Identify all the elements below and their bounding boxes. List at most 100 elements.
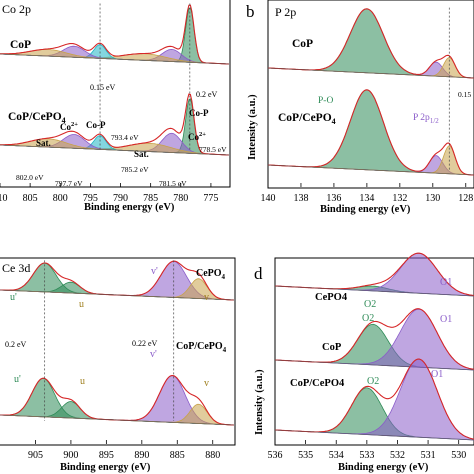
panel-d-tick-label-2: 535 [298, 450, 313, 461]
panel-c-u-2: u [80, 376, 85, 387]
panel-c-u-prime-1: u' [10, 292, 17, 303]
panel-a-sample-top: CoP [10, 39, 31, 51]
panel-b-sample-2-background [267, 164, 474, 176]
panel-d-tick-label-1: 536 [268, 450, 283, 461]
panel-b-frame [267, 0, 474, 189]
panel-a-sample-2-envelope [0, 93, 230, 156]
panel-b-sample-bottom: CoP/CePO4 [278, 112, 336, 126]
panel-a-shift-1: 0.15 eV [90, 83, 116, 92]
panel-c-frame [0, 257, 236, 446]
panel-c-tick-label-6: 880 [205, 450, 220, 461]
panel-b [267, 0, 474, 189]
panel-letter-d: d [254, 264, 263, 283]
panel-a-e3: 793.4 eV [111, 133, 139, 142]
panel-c-sample-2-background [0, 414, 235, 426]
panel-a-cop-1: Co-P [86, 120, 106, 130]
panel-b-sample-1-background [267, 67, 474, 79]
panel-c-tick-label-5: 885 [170, 450, 185, 461]
panel-a-tick-label-8: 775 [203, 193, 218, 204]
panel-b-tick-label-6: 130 [425, 193, 440, 204]
panel-a-tick-label-6: 785 [143, 193, 158, 204]
panel-c [0, 257, 236, 446]
panel-a-xlabel: Binding energy (eV) [84, 202, 175, 213]
panel-a-e4: 785.2 eV [121, 165, 149, 174]
panel-d-o1-2: O1 [440, 314, 452, 325]
panel-b-po-label: P-O [318, 96, 333, 106]
panel-b-tick-label-3: 136 [326, 193, 341, 204]
panel-a-tick-label-2: 805 [23, 193, 38, 204]
panel-a-tick-label-3: 800 [53, 193, 68, 204]
panel-c-tick-label-3: 895 [99, 450, 114, 461]
panel-c-tick-label-4: 890 [134, 450, 149, 461]
panel-a-tick-label-4: 795 [83, 193, 98, 204]
panel-c-sample-1-background [0, 289, 235, 301]
panel-d-sample-2: CoP [322, 342, 342, 353]
panel-b-tick-label-7: 128 [458, 193, 473, 204]
panel-d-o2-2: O2 [362, 313, 374, 324]
panel-d-tick-label-3: 534 [329, 450, 344, 461]
panel-b-title: P 2p [275, 5, 296, 19]
panel-a-sample-bottom: CoP/CePO4 [8, 111, 66, 125]
panel-c-shift-2: 0.22 eV [132, 339, 158, 348]
panel-a-e6: 778.5 eV [199, 145, 227, 154]
panel-c-v-1: v [204, 292, 209, 303]
panel-c-sample-top: CePO4 [196, 268, 226, 281]
panel-a-tick-label-1: 810 [0, 193, 8, 204]
panel-a-e2: 797.7 eV [55, 179, 83, 188]
panel-d [274, 257, 474, 446]
panel-c-tick-label-1: 905 [28, 450, 43, 461]
panel-a-sample-1-background [0, 53, 230, 65]
panel-b-p2p-label: P 2p1/2 [413, 113, 439, 125]
panel-b-tick-label-1: 140 [261, 193, 276, 204]
panel-b-tick-label-4: 134 [359, 193, 374, 204]
panel-letter-b: b [246, 2, 255, 21]
plot-layer [0, 3, 474, 441]
panel-d-o2-1: O2 [364, 299, 376, 310]
panel-d-tick-label-7: 530 [451, 450, 466, 461]
panel-a-tick-label-7: 780 [173, 193, 188, 204]
panel-d-tick-label-4: 533 [359, 450, 374, 461]
panel-a-co2-1: Co2+ [60, 121, 78, 132]
panel-d-frame [274, 257, 474, 446]
panel-b-tick-label-2: 138 [293, 193, 308, 204]
panel-b-xlabel: Binding energy (eV) [320, 204, 411, 215]
panel-c-v-prime-1: v' [151, 266, 158, 277]
panel-b-sample-top: CoP [292, 38, 313, 50]
panel-b-shift: 0.15 [458, 90, 471, 99]
panel-d-sample-1: CePO4 [315, 292, 348, 303]
panel-b-ylabel: Intensity (a.u.) [247, 94, 258, 160]
panel-d-sample-2-background [274, 359, 474, 371]
panel-a-sat-1: Sat. [36, 138, 51, 148]
panel-a-sat-2: Sat. [134, 149, 149, 159]
panel-c-xlabel: Binding energy (eV) [60, 462, 151, 473]
panel-d-tick-label-6: 531 [421, 450, 436, 461]
panel-a-e1: 802.0 eV [16, 173, 44, 182]
panel-d-o1-3: O1 [431, 369, 443, 380]
panel-c-u-prime-2: u' [14, 374, 21, 385]
panel-a-sample-2-background [0, 144, 230, 156]
panel-c-u-1: u [79, 299, 84, 310]
panel-d-sample-1-peak-2 [274, 252, 474, 297]
panel-c-shift-1: 0.2 eV [5, 340, 27, 349]
panel-a-cop-2: Co-P [189, 108, 209, 118]
panel-d-tick-label-5: 532 [390, 450, 405, 461]
tick-layer: 810 805 800 795 790 785 780 775 140 138 136 134 132 1… [0, 183, 473, 461]
panel-c-v-2: v [204, 378, 209, 389]
panel-d-sample-1-background [274, 285, 474, 297]
panel-d-o1-1: O1 [440, 277, 452, 288]
panel-d-sample-3: CoP/CePO4 [290, 378, 345, 389]
panel-b-tick-label-5: 132 [392, 193, 407, 204]
panel-d-sample-3-background [274, 429, 474, 441]
panel-a [0, 0, 231, 188]
panel-c-sample-bottom: CoP/CePO4 [176, 341, 227, 354]
panel-a-title: Co 2p [2, 2, 31, 16]
panel-c-v-prime-2: v' [150, 349, 157, 360]
panel-c-title: Ce 3d [2, 261, 30, 275]
panel-a-shift-2: 0.2 eV [196, 90, 218, 99]
panel-a-sample-1-envelope [0, 4, 230, 65]
panel-d-xlabel: Binding energy (eV) [338, 462, 429, 473]
panel-a-tick-label-5: 790 [113, 193, 128, 204]
panel-d-o2-3: O2 [367, 376, 379, 387]
panel-c-tick-label-2: 900 [63, 450, 78, 461]
